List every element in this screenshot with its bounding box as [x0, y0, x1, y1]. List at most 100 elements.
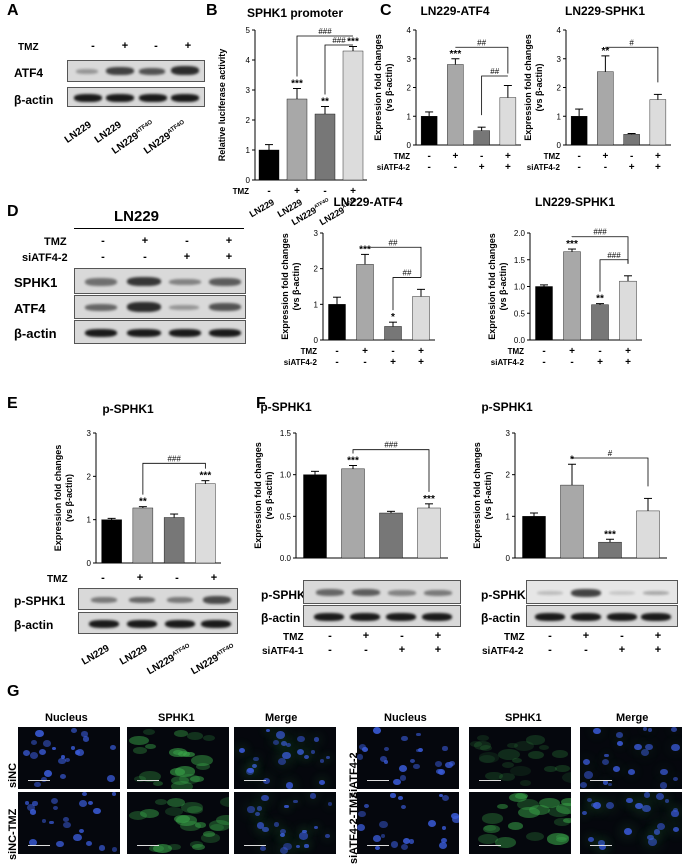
cell	[529, 805, 550, 816]
cell	[191, 844, 205, 851]
cell	[592, 727, 601, 735]
cell	[617, 740, 623, 746]
cell	[302, 829, 307, 834]
chart-c1: LN229-ATF4 Expression fold changes (vs β-a…	[373, 4, 521, 173]
significance-label: ***	[200, 471, 212, 482]
cell	[601, 758, 609, 765]
cell	[373, 727, 382, 735]
cell	[65, 758, 70, 763]
cell	[479, 754, 496, 763]
blot-d-row1-4: +	[225, 235, 233, 247]
cell	[479, 745, 492, 752]
y-tick-label: 3	[87, 429, 92, 438]
cell	[383, 759, 389, 764]
micrograph-tile	[357, 727, 459, 789]
cell	[75, 749, 84, 757]
cell	[282, 751, 291, 759]
bar	[379, 512, 403, 559]
significance-label: **	[601, 46, 609, 57]
micrograph-tile	[234, 727, 336, 789]
cell	[474, 741, 492, 750]
cell	[528, 751, 545, 760]
blot-d-row2-3: +	[183, 251, 191, 263]
blot-f2-row2-4: +	[654, 644, 662, 656]
cell	[194, 822, 207, 828]
cell	[38, 749, 47, 756]
cell	[174, 766, 196, 777]
band	[171, 66, 199, 75]
treatment-symbol: +	[505, 151, 511, 162]
blot-d-atf4-strip	[74, 295, 246, 319]
blot-d-row1-label: TMZ	[44, 236, 67, 248]
cell	[313, 736, 320, 742]
scale-bar	[590, 845, 612, 846]
band	[316, 589, 344, 596]
cell	[43, 769, 53, 777]
y-tick-label: 0	[246, 176, 251, 185]
bar	[420, 116, 438, 146]
cell	[497, 803, 508, 809]
blot-d-row-actin: β-actin	[14, 326, 57, 341]
lane-label: LN229	[63, 119, 94, 145]
cell	[253, 756, 259, 762]
bar	[341, 468, 365, 559]
cell	[60, 773, 67, 780]
comparison-bracket	[365, 246, 422, 278]
cell	[256, 805, 263, 811]
chart-f1: p-SPHK1 Expression fold changes (vs β-acti…	[253, 400, 448, 563]
cell	[642, 804, 652, 813]
cell	[82, 792, 88, 797]
band	[165, 620, 195, 628]
cell	[41, 819, 47, 823]
micrograph-tile	[469, 727, 571, 789]
cell	[672, 826, 680, 833]
cell	[539, 798, 560, 809]
band	[139, 94, 167, 102]
cell	[613, 766, 620, 773]
blot-f1-row2-label: siATF4-1	[262, 646, 304, 657]
blot-a-actin-strip	[67, 87, 205, 107]
cell	[139, 771, 162, 783]
y-tick-label: 3	[557, 55, 562, 64]
cell	[178, 773, 200, 785]
blot-e-tmz-4: +	[210, 572, 218, 584]
y-tick-label: 3	[506, 429, 511, 438]
cell	[238, 747, 246, 754]
treatment-label: TMZ	[233, 187, 250, 196]
blot-a-tmz-3: -	[154, 40, 158, 52]
cell	[495, 837, 517, 848]
micrograph-tile	[580, 792, 682, 854]
significance-label: ***	[450, 49, 462, 60]
cell	[283, 842, 293, 851]
cell	[400, 775, 407, 781]
cell	[58, 757, 66, 765]
y-tick-label: 1	[506, 512, 511, 521]
chart-title: LN229-ATF4	[420, 4, 489, 18]
band	[535, 613, 565, 621]
treatment-symbol: +	[452, 151, 458, 162]
band	[106, 67, 134, 75]
cell	[510, 766, 531, 777]
scale-bar	[28, 845, 50, 846]
panel-label-e: E	[7, 395, 18, 412]
chart-b: SPHK1 promoter Relative luciferase activi…	[217, 6, 367, 227]
lane-label: LN229	[118, 643, 150, 668]
cell	[257, 822, 265, 829]
band	[201, 620, 231, 628]
y-tick-label: 1	[314, 300, 319, 309]
treatment-symbol: +	[294, 186, 300, 197]
y-tick-label: 1.5	[280, 429, 292, 438]
cell	[152, 780, 164, 786]
blot-f1-row2-1: -	[328, 644, 332, 656]
cell	[78, 800, 88, 808]
band	[129, 597, 155, 603]
treatment-symbol: -	[335, 357, 338, 368]
significance-label: ***	[604, 529, 616, 540]
cell	[606, 802, 615, 810]
cell	[32, 801, 38, 806]
blot-d-row-sphk1: SPHK1	[14, 275, 58, 290]
chart-title: LN229-SPHK1	[565, 4, 645, 18]
blot-f2-row2-2: -	[584, 644, 588, 656]
band	[85, 278, 117, 286]
panel-label-d: D	[7, 203, 19, 220]
